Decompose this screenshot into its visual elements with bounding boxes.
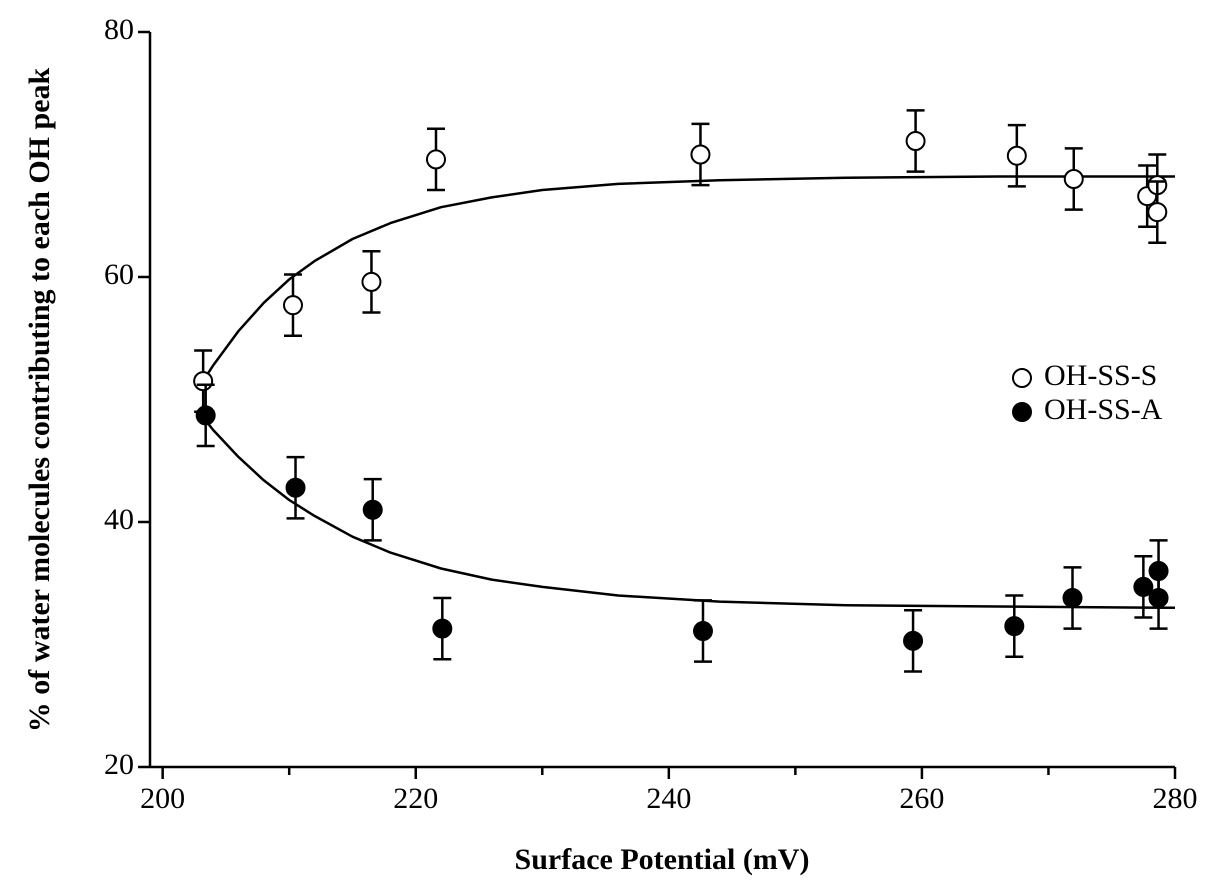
point bbox=[692, 621, 713, 642]
point bbox=[903, 630, 924, 651]
y-tick-label: 60 bbox=[104, 258, 134, 291]
x-tick-label: 280 bbox=[1153, 782, 1198, 815]
legend-marker bbox=[1012, 402, 1032, 422]
y-tick-label: 40 bbox=[104, 503, 134, 536]
point bbox=[1062, 587, 1083, 608]
legend-label: OH-SS-S bbox=[1044, 359, 1157, 392]
legend-label: OH-SS-A bbox=[1044, 393, 1163, 426]
fit-curve bbox=[199, 175, 1175, 386]
point bbox=[195, 405, 216, 426]
point bbox=[361, 271, 382, 292]
point bbox=[1006, 145, 1027, 166]
x-tick-label: 220 bbox=[393, 782, 438, 815]
point bbox=[432, 618, 453, 639]
x-tick-label: 240 bbox=[646, 782, 691, 815]
point bbox=[905, 131, 926, 152]
y-tick-label: 80 bbox=[104, 13, 134, 46]
point bbox=[1147, 202, 1168, 223]
point bbox=[362, 499, 383, 520]
point bbox=[1133, 576, 1154, 597]
point bbox=[193, 371, 214, 392]
point bbox=[1063, 169, 1084, 189]
legend-marker bbox=[1012, 368, 1032, 388]
point bbox=[285, 477, 306, 498]
point bbox=[1148, 587, 1169, 608]
fit-curve bbox=[199, 413, 1176, 610]
point bbox=[282, 295, 303, 316]
y-tick-label: 20 bbox=[104, 748, 134, 781]
y-axis-title: % of water molecules contributing to eac… bbox=[23, 68, 56, 733]
point bbox=[425, 149, 446, 170]
x-tick-label: 260 bbox=[899, 782, 944, 815]
point bbox=[1004, 616, 1025, 637]
x-tick-label: 200 bbox=[140, 782, 185, 815]
point bbox=[690, 144, 711, 165]
x-axis-title: Surface Potential (mV) bbox=[515, 843, 810, 876]
